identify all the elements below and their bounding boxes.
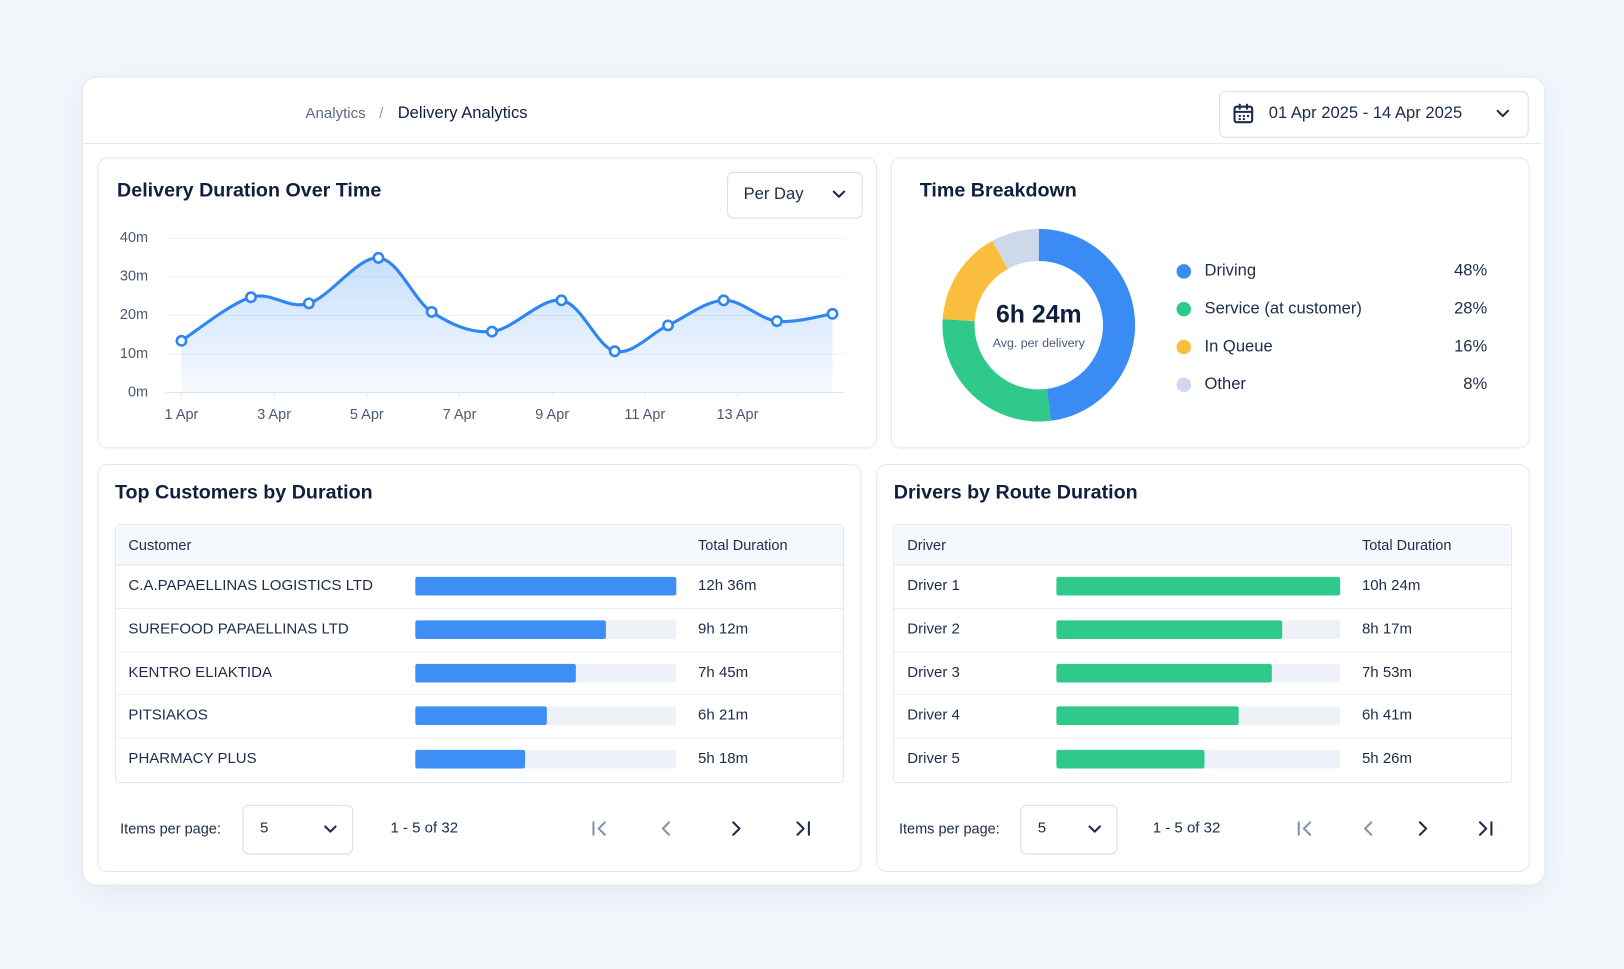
bar xyxy=(415,706,547,726)
bar xyxy=(1056,663,1272,683)
row-divider xyxy=(893,607,1512,609)
icon-stroke xyxy=(324,825,337,833)
last-page[interactable] xyxy=(1475,818,1496,839)
chevron-icon xyxy=(1088,825,1101,833)
row-divider xyxy=(893,737,1512,739)
column-header: Customer xyxy=(128,536,192,554)
previous-page[interactable] xyxy=(1358,818,1379,839)
table xyxy=(114,524,845,783)
bar xyxy=(415,620,606,639)
icon-stroke xyxy=(1088,825,1101,833)
row-divider xyxy=(893,694,1512,696)
last-page[interactable] xyxy=(792,818,813,839)
page-size: 5 xyxy=(259,820,269,837)
icon-stroke xyxy=(661,821,671,836)
table-header xyxy=(115,525,844,566)
breadcrumb-link[interactable]: Analytics xyxy=(305,105,366,122)
next-page[interactable] xyxy=(1413,818,1434,839)
period-value: Per Day xyxy=(743,185,804,203)
next-page[interactable] xyxy=(726,818,747,839)
bar xyxy=(415,576,677,596)
previous-page[interactable] xyxy=(656,818,677,839)
row-divider xyxy=(115,737,844,739)
page-size: 5 xyxy=(1037,820,1047,837)
page-range: 1 - 5 of 32 xyxy=(390,820,459,837)
bar xyxy=(415,663,576,683)
bar xyxy=(415,750,526,769)
row-duration: 8h 17m xyxy=(1361,620,1413,638)
page-size-select[interactable] xyxy=(242,804,354,855)
table-header xyxy=(893,525,1512,566)
row-name: Driver 3 xyxy=(907,664,960,681)
bar xyxy=(1056,706,1239,726)
pagination-label: Items per page: xyxy=(898,820,1000,837)
row-duration: 5h 26m xyxy=(1361,750,1413,768)
chevron-icon xyxy=(1496,109,1510,118)
date-range: 01 Apr 2025 - 14 Apr 2025 xyxy=(1268,104,1463,123)
panel-title: Time Breakdown xyxy=(919,179,1077,202)
bar xyxy=(1056,620,1283,639)
bar xyxy=(1056,750,1205,769)
first-page[interactable] xyxy=(589,818,610,839)
header-divider xyxy=(82,142,1543,144)
row-divider xyxy=(115,694,844,696)
column-header: Total Duration xyxy=(698,536,788,554)
row-duration: 9h 12m xyxy=(698,620,749,638)
row-name: Driver 5 xyxy=(907,750,960,768)
row-duration: 10h 24m xyxy=(1361,577,1421,595)
page-size-select[interactable] xyxy=(1020,804,1118,855)
row-name: PITSIAKOS xyxy=(128,707,208,725)
row-name: KENTRO ELIAKTIDA xyxy=(128,664,272,681)
row-name: Driver 2 xyxy=(907,620,960,638)
calendar-icon xyxy=(1233,103,1254,124)
row-name: Driver 1 xyxy=(907,577,960,595)
row-divider xyxy=(115,607,844,609)
row-duration: 6h 21m xyxy=(698,707,749,725)
row-duration: 7h 53m xyxy=(1361,664,1413,681)
row-divider xyxy=(115,651,844,653)
panel-title: Drivers by Route Duration xyxy=(893,482,1138,504)
row-divider xyxy=(893,651,1512,653)
panel-title: Top Customers by Duration xyxy=(114,482,373,504)
page-range: 1 - 5 of 32 xyxy=(1152,820,1221,837)
chevron-icon xyxy=(324,825,337,833)
icon-stroke xyxy=(796,821,810,836)
panel-title: Delivery Duration Over Time xyxy=(117,179,382,202)
row-duration: 6h 41m xyxy=(1361,707,1413,725)
row-duration: 7h 45m xyxy=(698,664,749,681)
chevron-icon xyxy=(832,190,846,198)
column-header: Driver xyxy=(907,536,946,554)
row-name: PHARMACY PLUS xyxy=(128,750,257,768)
column-header: Total Duration xyxy=(1361,536,1452,554)
icon-stroke xyxy=(592,821,606,836)
icon-stroke xyxy=(1297,821,1312,836)
icon-stroke xyxy=(1418,821,1428,836)
row-duration: 12h 36m xyxy=(698,577,757,595)
row-name: Driver 4 xyxy=(907,707,960,725)
icon-stroke xyxy=(1364,821,1373,836)
table xyxy=(892,524,1513,783)
first-page[interactable] xyxy=(1295,818,1316,839)
breadcrumb-current: Delivery Analytics xyxy=(397,104,528,123)
date-picker[interactable] xyxy=(1219,91,1529,138)
row-name: C.A.PAPAELLINAS LOGISTICS LTD xyxy=(128,577,373,595)
row-name: SUREFOOD PAPAELLINAS LTD xyxy=(128,620,349,638)
breadcrumb-separator: / xyxy=(379,105,384,122)
icon-stroke xyxy=(732,821,741,836)
bar xyxy=(1056,576,1341,596)
pagination-label: Items per page: xyxy=(120,820,221,837)
icon-stroke xyxy=(1478,821,1493,836)
row-duration: 5h 18m xyxy=(698,750,749,768)
